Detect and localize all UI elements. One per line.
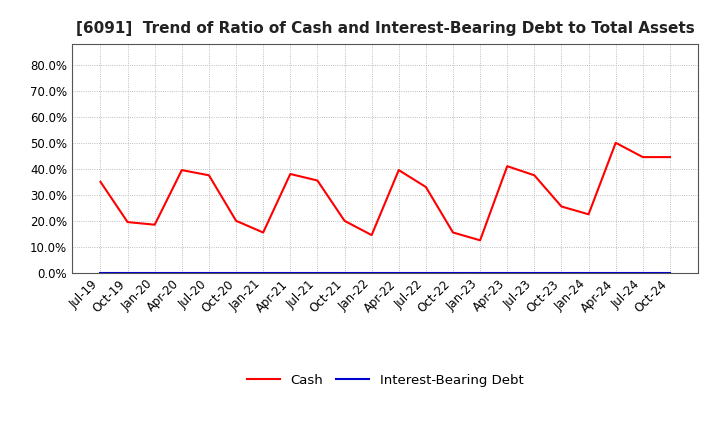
Interest-Bearing Debt	[449, 270, 457, 275]
Cash	[584, 212, 593, 217]
Interest-Bearing Debt	[367, 270, 376, 275]
Interest-Bearing Debt	[313, 270, 322, 275]
Cash	[232, 218, 240, 224]
Cash	[259, 230, 268, 235]
Legend: Cash, Interest-Bearing Debt: Cash, Interest-Bearing Debt	[241, 368, 529, 392]
Interest-Bearing Debt	[232, 270, 240, 275]
Interest-Bearing Debt	[395, 270, 403, 275]
Cash	[341, 218, 349, 224]
Cash	[449, 230, 457, 235]
Cash	[611, 140, 620, 146]
Cash	[395, 168, 403, 173]
Cash	[476, 238, 485, 243]
Interest-Bearing Debt	[503, 270, 511, 275]
Interest-Bearing Debt	[150, 270, 159, 275]
Cash	[639, 154, 647, 160]
Interest-Bearing Debt	[421, 270, 430, 275]
Interest-Bearing Debt	[476, 270, 485, 275]
Line: Cash: Cash	[101, 143, 670, 240]
Interest-Bearing Debt	[204, 270, 213, 275]
Cash	[665, 154, 674, 160]
Interest-Bearing Debt	[286, 270, 294, 275]
Interest-Bearing Debt	[665, 270, 674, 275]
Interest-Bearing Debt	[259, 270, 268, 275]
Interest-Bearing Debt	[96, 270, 105, 275]
Cash	[503, 164, 511, 169]
Cash	[421, 184, 430, 190]
Interest-Bearing Debt	[530, 270, 539, 275]
Interest-Bearing Debt	[639, 270, 647, 275]
Cash	[96, 179, 105, 184]
Interest-Bearing Debt	[584, 270, 593, 275]
Cash	[123, 220, 132, 225]
Cash	[313, 178, 322, 183]
Cash	[150, 222, 159, 227]
Interest-Bearing Debt	[557, 270, 566, 275]
Cash	[557, 204, 566, 209]
Cash	[530, 172, 539, 178]
Interest-Bearing Debt	[341, 270, 349, 275]
Interest-Bearing Debt	[611, 270, 620, 275]
Interest-Bearing Debt	[178, 270, 186, 275]
Cash	[178, 168, 186, 173]
Cash	[204, 172, 213, 178]
Cash	[286, 171, 294, 176]
Title: [6091]  Trend of Ratio of Cash and Interest-Bearing Debt to Total Assets: [6091] Trend of Ratio of Cash and Intere…	[76, 21, 695, 36]
Interest-Bearing Debt	[123, 270, 132, 275]
Cash	[367, 232, 376, 238]
